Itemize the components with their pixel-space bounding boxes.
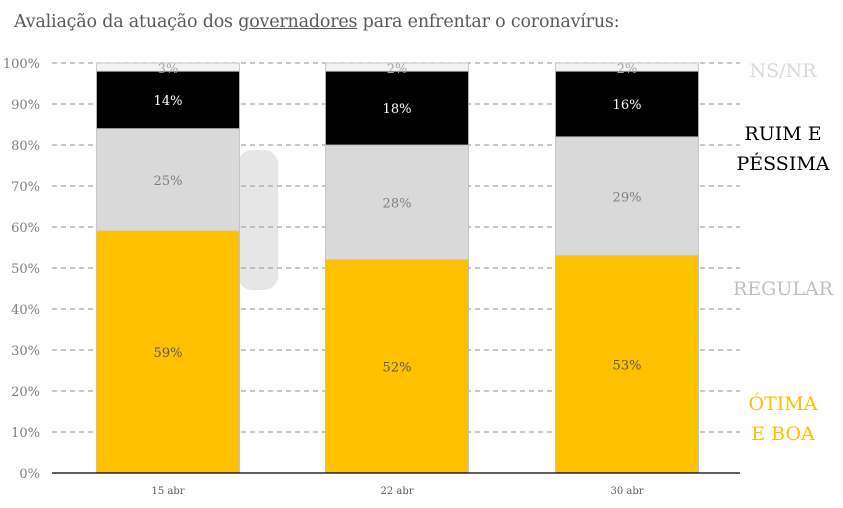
bar-segment	[555, 255, 699, 474]
watermark-logo	[238, 150, 278, 290]
y-tick-label: 60%	[11, 221, 40, 236]
bar-segment	[325, 144, 469, 261]
bar-segment	[96, 70, 240, 129]
bar-segment	[325, 70, 469, 146]
data-label: 52%	[383, 360, 412, 375]
data-label: 14%	[154, 94, 183, 109]
data-label: 29%	[613, 190, 642, 205]
data-label: 59%	[154, 346, 183, 361]
legend-label: RUIM E	[744, 123, 821, 145]
bar-segment	[96, 128, 240, 232]
data-label: 18%	[383, 102, 412, 117]
data-label: 2%	[387, 62, 408, 77]
bar-segment	[325, 62, 469, 72]
y-tick-label: 80%	[11, 139, 40, 154]
bar-segment	[325, 259, 469, 474]
chart-title: Avaliação da atuação dos governadores pa…	[14, 12, 620, 32]
legend-label: NS/NR	[750, 60, 818, 82]
y-tick-label: 90%	[11, 98, 40, 113]
y-tick-label: 0%	[19, 467, 40, 482]
data-label: 16%	[613, 98, 642, 113]
legend-label: REGULAR	[733, 278, 834, 300]
title-underlined-word: governadores	[238, 12, 358, 32]
data-label: 3%	[158, 62, 179, 77]
bar-segment	[555, 136, 699, 257]
y-tick-label: 10%	[11, 426, 40, 441]
x-tick-label: 15 abr	[151, 486, 184, 497]
y-tick-label: 100%	[3, 57, 40, 72]
bar-segment	[555, 62, 699, 72]
y-tick-label: 20%	[11, 385, 40, 400]
title-text-end: para enfrentar o coronavírus:	[357, 12, 620, 32]
data-label: 53%	[613, 358, 642, 373]
y-tick-label: 50%	[11, 262, 40, 277]
bar-segment	[96, 62, 240, 72]
y-tick-label: 70%	[11, 180, 40, 195]
data-label: 28%	[383, 196, 412, 211]
data-label: 25%	[154, 174, 183, 189]
y-tick-label: 30%	[11, 344, 40, 359]
legend-label: PÉSSIMA	[736, 152, 829, 175]
y-tick-label: 40%	[11, 303, 40, 318]
legend-label: E BOA	[751, 423, 815, 445]
bar-segment	[555, 70, 699, 138]
data-label: 2%	[617, 62, 638, 77]
x-tick-label: 22 abr	[380, 486, 413, 497]
x-tick-label: 30 abr	[610, 486, 643, 497]
title-text: Avaliação da atuação dos	[14, 12, 239, 32]
legend-label: ÓTIMA	[749, 392, 818, 415]
